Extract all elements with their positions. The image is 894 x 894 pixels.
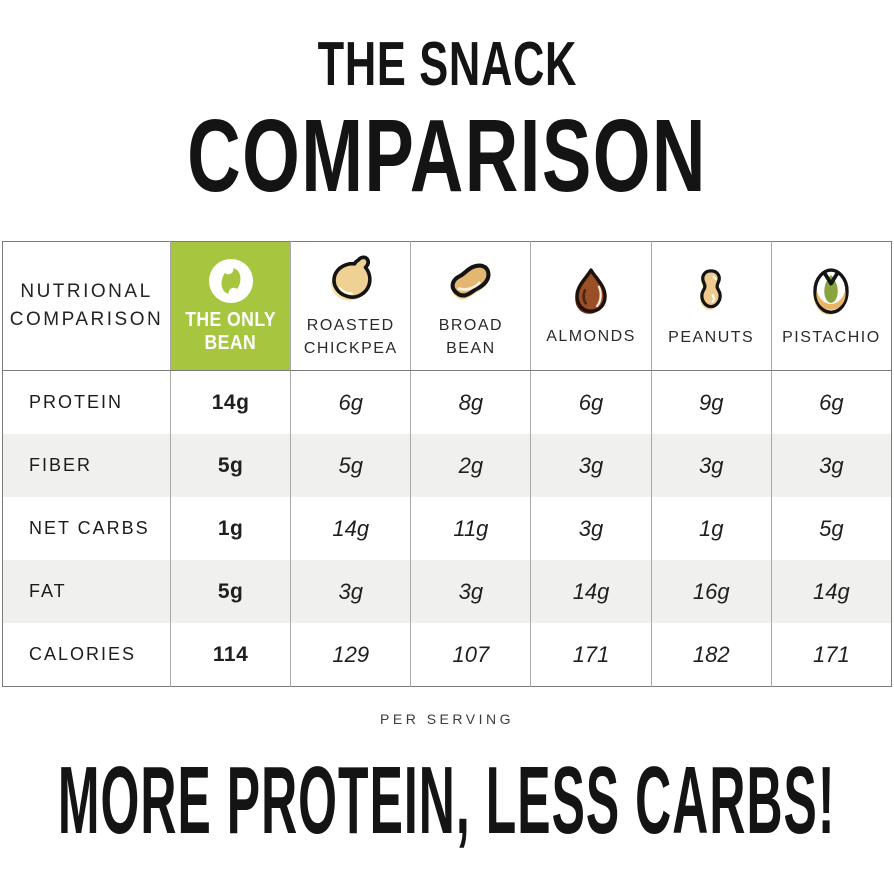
- value-cell: 107: [410, 623, 531, 687]
- title-block: THE SNACK COMPARISON: [0, 0, 894, 213]
- table-mount: NUTRIONAL COMPARISON THE ONLYBEAN ROASTED CH…: [0, 241, 894, 687]
- product-label: THE ONLYBEAN: [171, 309, 290, 354]
- product-label-line: BROAD: [438, 317, 504, 335]
- product-header-almond: ALMONDS: [530, 241, 652, 371]
- value-cell: 3g: [530, 497, 652, 560]
- value-cell: 11g: [410, 497, 531, 560]
- almond-icon: [563, 263, 619, 321]
- table-row: FIBER 5g 5g 2g 3g 3g 3g: [2, 434, 892, 497]
- per-serving-note: PER SERVING: [380, 711, 514, 727]
- value-cell: 14g: [169, 370, 291, 434]
- only-bean-logo-icon: [208, 258, 254, 304]
- corner-cell: NUTRIONAL COMPARISON: [2, 241, 171, 371]
- row-label: PROTEIN: [29, 392, 124, 412]
- value-cell: 1g: [169, 497, 291, 560]
- value-cell: 8g: [410, 370, 531, 434]
- title-line2: COMPARISON: [187, 98, 707, 213]
- value-cell: 16g: [650, 560, 772, 623]
- value-cell: 5g: [290, 434, 411, 497]
- product-label-line: CHICKPEA: [303, 339, 398, 357]
- comparison-table: NUTRIONAL COMPARISON THE ONLYBEAN ROASTED CH…: [2, 241, 892, 687]
- product-label-line: BEAN: [446, 339, 496, 357]
- value-cell: 114: [169, 623, 291, 687]
- row-label: CALORIES: [29, 644, 137, 664]
- product-label-line: PEANUTS: [668, 329, 755, 347]
- value-cell: 2g: [410, 434, 531, 497]
- row-label: NET CARBS: [29, 518, 150, 538]
- page: THE SNACK COMPARISON NUTRIONAL COMPARISON…: [0, 0, 894, 854]
- value-cell: 5g: [169, 560, 291, 623]
- value-cell: 6g: [530, 370, 652, 434]
- value-cell: 14g: [530, 560, 652, 623]
- product-header-peanut: PEANUTS: [650, 241, 772, 371]
- table-row: NET CARBS 1g 14g 11g 3g 1g 5g: [3, 497, 892, 560]
- headline: MORE PROTEIN, LESS CARBS!: [58, 747, 836, 854]
- pistachio-icon: [804, 262, 858, 322]
- title-line1: THE SNACK: [317, 30, 577, 99]
- value-cell: 9g: [650, 370, 772, 434]
- product-label-line: ROASTED: [306, 317, 395, 335]
- product-label-line: ALMONDS: [546, 328, 636, 346]
- product-header-pistachio: PISTACHIO: [770, 241, 892, 371]
- product-label-line: PISTACHIO: [782, 329, 881, 347]
- table-row: FAT 5g 3g 3g 14g 16g 14g: [2, 560, 892, 623]
- value-cell: 6g: [290, 370, 411, 434]
- value-cell: 6g: [770, 370, 892, 434]
- row-label: FIBER: [29, 455, 93, 475]
- value-cell: 14g: [770, 560, 892, 623]
- broad-bean-icon: [441, 252, 501, 310]
- value-cell: 5g: [169, 434, 291, 497]
- value-cell: 3g: [650, 434, 772, 497]
- value-cell: 3g: [770, 434, 892, 497]
- product-label: BROAD BEAN: [439, 315, 503, 360]
- chickpea-icon: [322, 252, 380, 310]
- value-cell: 3g: [530, 434, 652, 497]
- value-cell: 3g: [410, 560, 531, 623]
- product-label: PISTACHIO: [782, 327, 881, 349]
- product-header-broad-bean: BROAD BEAN: [410, 241, 531, 371]
- product-label: PEANUTS: [668, 327, 754, 349]
- product-label: ALMONDS: [546, 326, 636, 348]
- peanut-icon: [685, 262, 737, 322]
- table-row: PROTEIN 14g 6g 8g 6g 9g 6g: [3, 370, 892, 434]
- product-label-line: BEAN: [204, 331, 257, 354]
- corner-label-line1: NUTRIONAL: [20, 281, 153, 303]
- value-cell: 14g: [290, 497, 411, 560]
- value-cell: 1g: [650, 497, 772, 560]
- header-row: NUTRIONAL COMPARISON THE ONLYBEAN ROASTED CH…: [2, 241, 892, 371]
- corner-label: NUTRIONAL COMPARISON: [10, 278, 163, 333]
- value-cell: 3g: [290, 560, 411, 623]
- value-cell: 171: [530, 623, 652, 687]
- table-row: CALORIES 114 129 107 171 182 171: [3, 623, 892, 687]
- product-label-line: THE ONLY: [185, 309, 277, 332]
- row-label: FAT: [29, 581, 67, 601]
- value-cell: 171: [770, 623, 892, 687]
- corner-label-line2: COMPARISON: [9, 309, 164, 330]
- product-label: ROASTED CHICKPEA: [304, 315, 398, 360]
- product-header-chickpea: ROASTED CHICKPEA: [290, 241, 411, 371]
- value-cell: 5g: [770, 497, 892, 560]
- product-header-the-only-bean: THE ONLYBEAN: [169, 241, 291, 371]
- value-cell: 129: [290, 623, 411, 687]
- value-cell: 182: [650, 623, 772, 687]
